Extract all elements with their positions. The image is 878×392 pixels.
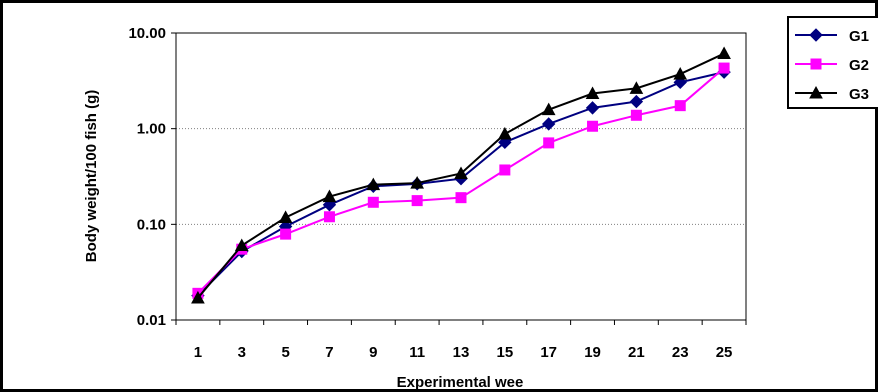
data-point-g2	[499, 164, 511, 176]
legend-item-g3: G3	[795, 85, 869, 103]
x-tick-label: 19	[584, 344, 601, 361]
x-tick-label: 15	[497, 344, 514, 361]
x-tick-label: 25	[716, 344, 733, 361]
gridlines	[176, 128, 746, 225]
data-point-g2	[587, 120, 599, 132]
data-point-g1	[541, 117, 556, 131]
data-point-g3	[454, 166, 468, 179]
data-point-g2	[543, 137, 555, 149]
data-point-g3	[278, 210, 293, 223]
x-tick-label: 1	[194, 344, 202, 361]
x-tick-label: 23	[672, 344, 689, 361]
legend-marker-diamond	[809, 28, 823, 42]
y-tick-label: 0.10	[137, 216, 166, 233]
x-tick-label: 21	[628, 344, 645, 361]
data-point-g2	[411, 195, 423, 207]
data-point-g3	[410, 176, 424, 189]
x-tick-label: 9	[369, 344, 377, 361]
x-tick-label: 17	[540, 344, 557, 361]
x-axis-ticks: 1 3 5 7 9 11 13 15 17 19 21 23 25	[175, 320, 747, 361]
data-point-g3	[191, 290, 205, 304]
legend-label: G2	[849, 57, 869, 74]
legend-marker-square	[810, 58, 822, 70]
series-g3	[191, 46, 731, 304]
data-point-g2	[718, 62, 730, 74]
y-axis-label: Body weight/100 fish (g)	[83, 90, 100, 263]
y-tick-label: 10.00	[128, 25, 166, 42]
legend-label: G3	[849, 86, 869, 103]
x-tick-label: 13	[453, 344, 470, 361]
data-point-g3	[498, 126, 512, 140]
data-point-g3	[541, 102, 556, 116]
data-point-g3	[717, 46, 731, 60]
data-point-g2	[280, 228, 292, 240]
x-axis-label: Experimental wee	[397, 374, 524, 391]
data-point-g3	[234, 238, 249, 252]
legend: G1 G2 G3	[787, 16, 878, 109]
x-tick-label: 7	[325, 344, 333, 361]
y-tick-label: 1.00	[137, 121, 166, 138]
legend-item-g2: G2	[795, 57, 869, 74]
data-point-g3	[322, 189, 337, 203]
series-layer	[191, 46, 731, 304]
x-tick-label: 3	[238, 344, 246, 361]
data-point-g2	[630, 109, 642, 121]
legend-marker-triangle	[809, 85, 823, 99]
data-point-g2	[323, 211, 335, 223]
data-point-g1	[629, 94, 644, 109]
x-tick-label: 11	[409, 344, 425, 361]
data-point-g1	[585, 101, 600, 115]
data-point-g3	[366, 177, 381, 191]
legend-item-g1: G1	[795, 28, 869, 45]
plot-area	[175, 32, 747, 321]
data-point-g2	[674, 100, 686, 112]
data-point-g3	[629, 81, 644, 94]
data-point-g3	[585, 86, 600, 100]
data-point-g2	[367, 196, 379, 208]
legend-label: G1	[849, 28, 869, 45]
data-point-g3	[673, 67, 688, 80]
x-tick-label: 5	[281, 344, 289, 361]
data-point-g2	[455, 192, 467, 204]
legend-svg: G1 G2 G3	[795, 28, 869, 103]
series-g1	[191, 65, 731, 303]
y-axis-ticks: 10.00 1.00 0.10 0.01	[128, 25, 176, 329]
y-tick-label: 0.01	[137, 312, 166, 329]
